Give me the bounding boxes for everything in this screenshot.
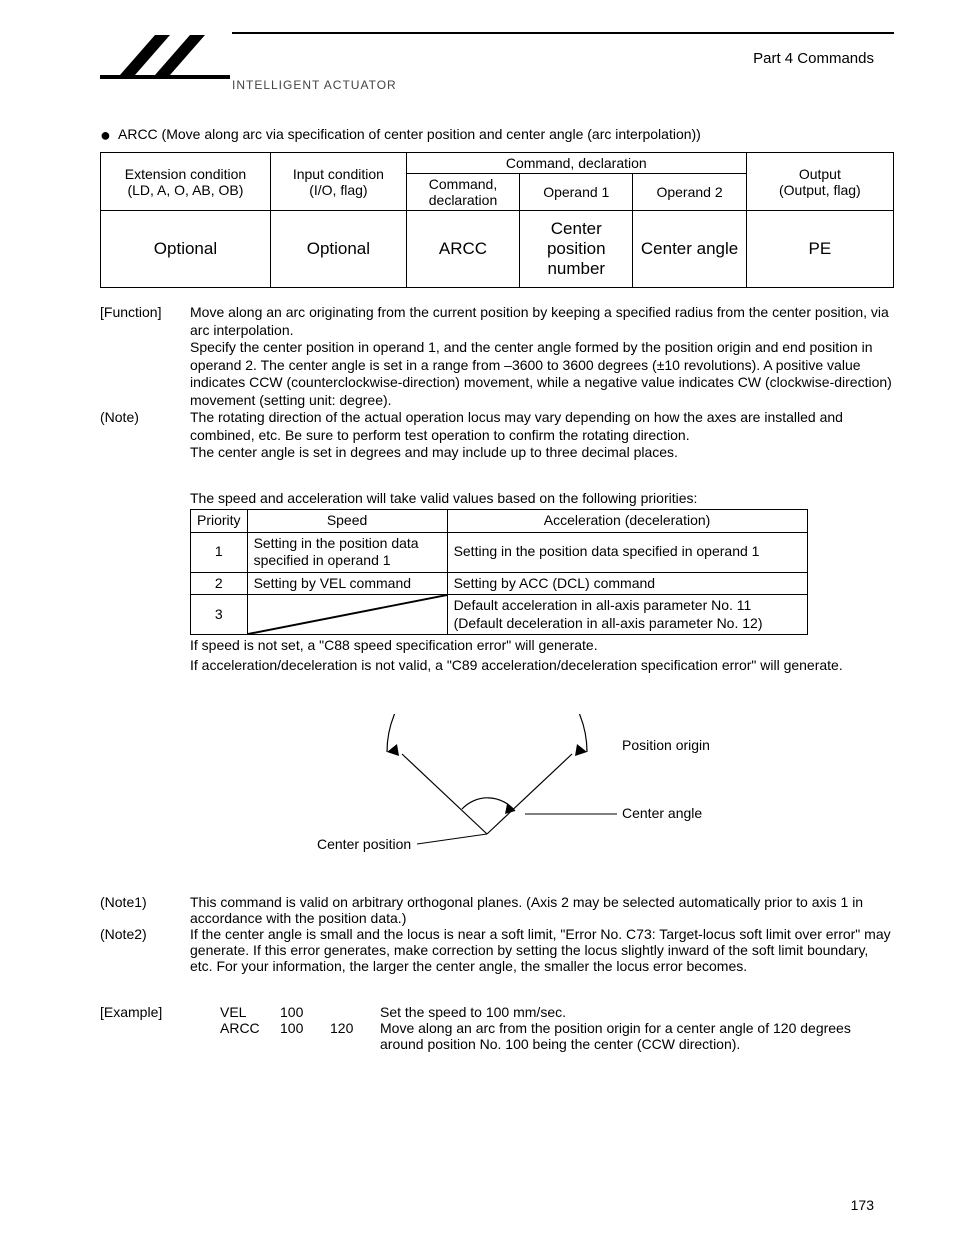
header-part-label: Part 4 Commands	[753, 50, 874, 67]
prio-r1-s: Setting in the position data specified i…	[247, 532, 447, 572]
after-prio-1: If speed is not set, a "C88 speed specif…	[190, 637, 894, 655]
ex-r1-desc: Set the speed to 100 mm/sec.	[380, 1004, 894, 1020]
brand-label: INTELLIGENT ACTUATOR	[232, 78, 397, 92]
hdr-cmd-decl: Command, declaration	[406, 174, 519, 211]
bullet-icon: ●	[100, 125, 111, 145]
body-c4: Center position number	[520, 211, 633, 288]
example-block: [Example] VEL 100 Set the speed to 100 m…	[100, 1004, 894, 1052]
function-block: [Function] Move along an arc originating…	[100, 304, 894, 462]
prio-h1: Priority	[191, 510, 248, 533]
label-center: Center position	[317, 836, 411, 852]
prio-r2-p: 2	[191, 572, 248, 595]
function-label: [Function]	[100, 304, 190, 409]
ex-r2-v1: 100	[280, 1020, 330, 1052]
hdr-ext-cond-sub: (LD, A, O, AB, OB)	[105, 182, 266, 198]
command-table: Extension condition (LD, A, O, AB, OB) I…	[100, 152, 894, 288]
hdr-input-cond: Input condition	[275, 166, 402, 182]
prio-r3-a: Default acceleration in all-axis paramet…	[447, 595, 807, 635]
notes-block: (Note1) This command is valid on arbitra…	[100, 894, 894, 974]
page: Part 4 Commands INTELLIGENT ACTUATOR ● A…	[0, 0, 954, 1235]
prio-r2-s: Setting by VEL command	[247, 572, 447, 595]
hdr-op1: Operand 1	[520, 174, 633, 211]
body-c3: ARCC	[406, 211, 519, 288]
function-para3: The center angle is set in degrees and m…	[190, 444, 894, 462]
body-c6: PE	[746, 211, 893, 288]
hdr-ext-cond: Extension condition	[105, 166, 266, 182]
section-title-text: ARCC (Move along arc via specification o…	[118, 126, 701, 142]
prio-h3: Acceleration (deceleration)	[447, 510, 807, 533]
function-para1: Move along an arc originating from the c…	[190, 304, 894, 339]
hdr-output: Output	[751, 166, 889, 182]
note2-label: (Note2)	[100, 926, 190, 974]
body-c1: Optional	[101, 211, 271, 288]
example-label: [Example]	[100, 1004, 220, 1020]
function-para2: Specify the center position in operand 1…	[190, 339, 894, 409]
ex-r1-v2	[330, 1004, 380, 1020]
logo-icon	[100, 30, 230, 85]
section-title: ● ARCC (Move along arc via specification…	[100, 125, 894, 146]
hdr-op2: Operand 2	[633, 174, 746, 211]
prio-r3-diag	[247, 595, 447, 635]
note-label: (Note)	[100, 409, 190, 462]
hdr-cmd-decl-span: Command, declaration	[406, 153, 746, 174]
body-c5: Center angle	[633, 211, 746, 288]
ex-r2-mn: ARCC	[220, 1020, 280, 1052]
prio-r1-p: 1	[191, 532, 248, 572]
prio-r2-a: Setting by ACC (DCL) command	[447, 572, 807, 595]
label-angle: Center angle	[622, 805, 702, 821]
ex-r2-desc: Move along an arc from the position orig…	[380, 1020, 894, 1052]
note1-body: This command is valid on arbitrary ortho…	[190, 894, 894, 926]
note1-label: (Note1)	[100, 894, 190, 926]
content-area: ● ARCC (Move along arc via specification…	[100, 125, 894, 1052]
prio-h2: Speed	[247, 510, 447, 533]
top-rule	[232, 32, 894, 34]
priority-table: Priority Speed Acceleration (deceleratio…	[190, 509, 808, 635]
prio-r1-a: Setting in the position data specified i…	[447, 532, 807, 572]
note2-body: If the center angle is small and the loc…	[190, 926, 894, 974]
page-number: 173	[851, 1197, 874, 1213]
ex-r1-v1: 100	[280, 1004, 330, 1020]
body-c2: Optional	[270, 211, 406, 288]
hdr-input-cond-sub: (I/O, flag)	[275, 182, 402, 198]
label-origin: Position origin	[622, 737, 710, 753]
hdr-output-sub: (Output, flag)	[751, 182, 889, 198]
after-prio-2: If acceleration/deceleration is not vali…	[190, 657, 894, 675]
ex-r2-v2: 120	[330, 1020, 380, 1052]
priority-intro: The speed and acceleration will take val…	[190, 490, 894, 508]
prio-r3-p: 3	[191, 595, 248, 635]
ex-r1-mn: VEL	[220, 1004, 280, 1020]
note-body: The rotating direction of the actual ope…	[190, 409, 894, 444]
arc-diagram: Position origin Center angle Center posi…	[100, 714, 894, 854]
